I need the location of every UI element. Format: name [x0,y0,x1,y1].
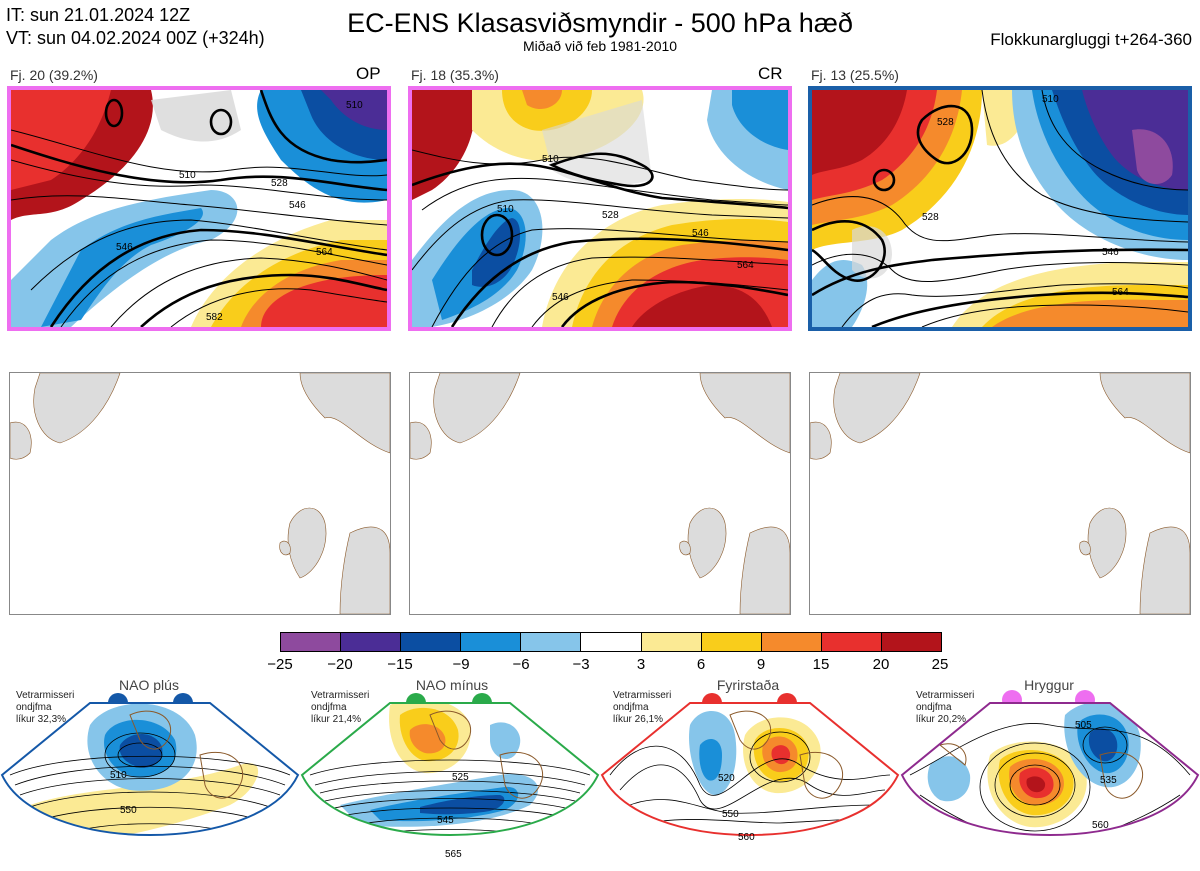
isoline-label: 510 [179,170,196,181]
isoline-label: 546 [1102,247,1119,258]
isoline-label: 545 [437,815,454,826]
cluster-map-1: 510 528 546 564 582 546 510 [7,86,391,331]
colorbar-label: 20 [872,656,890,673]
cluster-1-label: Fj. 20 (39.2%) [10,67,98,83]
colorbar-swatch [461,633,522,651]
empty-map-1 [9,372,391,615]
regime-2-info: Vetrarmisseri ondjfma líkur 21,4% [311,690,370,725]
regime-4-title: Hryggur [1024,677,1074,693]
cluster-map-3: 528 546 564 528 510 [808,86,1192,331]
isoline-label: 560 [738,832,755,843]
isoline-label: 525 [452,772,469,783]
regime-2-map: 525 545 565 [300,702,600,860]
isoline-label: 564 [737,260,754,271]
isoline-label: 564 [316,247,333,258]
init-time: IT: sun 21.01.2024 12Z [6,5,191,25]
regime-1-map: 510 550 [0,702,300,836]
regime-1-info: Vetrarmisseri ondjfma líkur 32,3% [16,690,75,725]
colorbar-label: −9 [452,656,470,673]
isoline-label: 564 [1112,287,1129,298]
colorbar-label: 15 [812,656,830,673]
isoline-label: 510 [110,770,127,781]
cluster-3-label: Fj. 13 (25.5%) [811,67,899,83]
regime-3-title: Fyrirstaða [716,677,780,693]
colorbar [280,632,942,652]
isoline-label: 550 [722,809,739,820]
colorbar-swatch [341,633,402,651]
colorbar-swatch [821,633,882,651]
colorbar-swatch [701,633,762,651]
isoline-label: 546 [116,242,133,253]
isoline-label: 535 [1100,775,1117,786]
cluster-2-label: Fj. 18 (35.3%) [411,67,499,83]
colorbar-swatch [401,633,462,651]
isoline-label: 546 [289,200,306,211]
header-info: IT: sun 21.01.2024 12Z VT: sun 04.02.202… [6,4,265,50]
regime-1-title: NAO plús [119,677,179,693]
isoline-label: 510 [542,154,559,165]
valid-time: VT: sun 04.02.2024 00Z (+324h) [6,28,265,48]
colorbar-label: −15 [387,656,413,673]
isoline-label: 546 [692,228,709,239]
cluster-1-tag: OP [356,64,381,83]
isoline-label: 546 [552,292,569,303]
isoline-label: 510 [497,204,514,215]
regime-2-title: NAO mínus [415,677,489,693]
colorbar-swatch [281,633,342,651]
isoline-label: 510 [346,100,363,111]
colorbar-label: −25 [267,656,293,673]
isoline-label: 528 [922,212,939,223]
colorbar-label: −3 [572,656,590,673]
isoline-label: 528 [271,178,288,189]
colorbar-label: 9 [756,656,766,673]
colorbar-swatch [521,633,582,651]
regime-3-info: Vetrarmisseri ondjfma líkur 26,1% [613,690,672,725]
colorbar-swatch [581,633,642,651]
classification-window: Flokkunargluggi t+264-360 [990,30,1192,49]
isoline-label: 550 [120,805,137,816]
colorbar-label: 25 [931,656,949,673]
cluster-2-tag: CR [758,64,783,83]
isoline-label: 582 [206,312,223,323]
regime-4-map: 505 535 560 [900,702,1200,836]
empty-map-2 [409,372,791,615]
isoline-label: 528 [602,210,619,221]
colorbar-swatch [641,633,702,651]
page-title: EC-ENS Klasasviðsmyndir - 500 hPa hæð [347,8,853,38]
isoline-label: 565 [445,849,462,860]
empty-map-3 [809,372,1191,615]
isoline-label: 510 [1042,94,1059,105]
page-subtitle: Miðað við feb 1981-2010 [522,38,678,54]
colorbar-label: −6 [512,656,530,673]
regime-4-info: Vetrarmisseri ondjfma líkur 20,2% [916,690,975,725]
colorbar-label: 6 [696,656,706,673]
isoline-label: 528 [937,117,954,128]
cluster-map-2: 510 528 546 564 546 510 [408,86,792,331]
colorbar-label: 3 [636,656,646,673]
isoline-label: 560 [1092,820,1109,831]
colorbar-swatch [881,633,942,651]
regime-3-map: 520 550 560 [600,702,900,843]
isoline-label: 520 [718,773,735,784]
colorbar-swatch [761,633,822,651]
colorbar-label: −20 [327,656,353,673]
isoline-label: 505 [1075,720,1092,731]
